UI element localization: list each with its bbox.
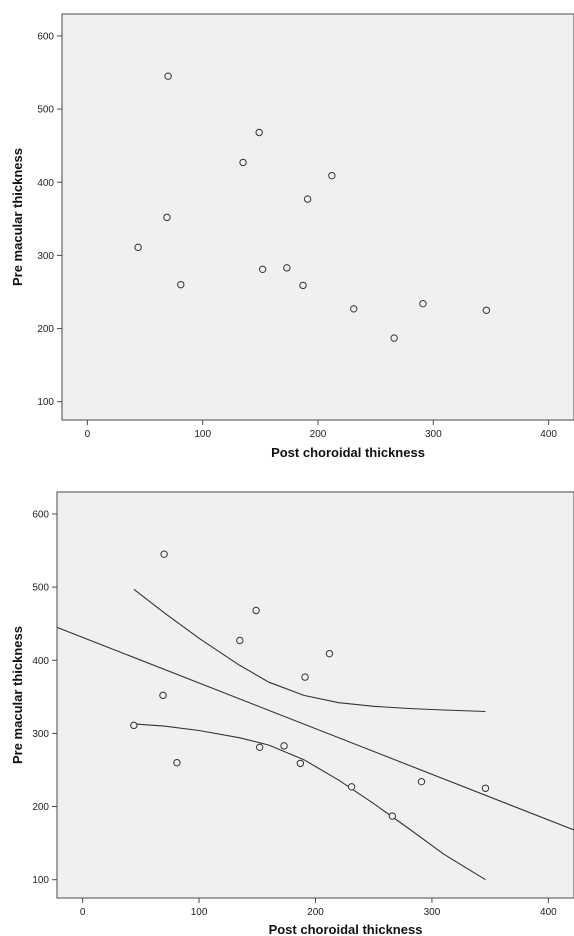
data-point xyxy=(283,264,291,272)
data-point xyxy=(325,649,334,658)
y-tick-label: 600 xyxy=(32,509,49,520)
data-point xyxy=(419,299,427,308)
data-point xyxy=(160,550,168,558)
y-tick-label: 600 xyxy=(37,31,54,42)
x-tick-label: 0 xyxy=(80,907,86,918)
data-point xyxy=(159,691,167,700)
data-point xyxy=(130,721,138,730)
data-point xyxy=(280,742,288,750)
data-point xyxy=(258,265,267,274)
data-point xyxy=(350,305,358,313)
y-tick-label: 300 xyxy=(37,251,54,262)
x-axis-label: Post choroidal thickness xyxy=(269,922,423,936)
x-tick-label: 0 xyxy=(85,429,91,440)
y-tick-label: 200 xyxy=(32,802,49,813)
x-tick-label: 300 xyxy=(425,429,442,440)
y-tick-label: 100 xyxy=(32,875,49,886)
x-tick-label: 200 xyxy=(310,429,327,440)
y-tick-label: 100 xyxy=(37,397,54,408)
data-point xyxy=(299,281,307,290)
data-point xyxy=(252,606,260,615)
data-point xyxy=(177,280,185,289)
x-tick-label: 400 xyxy=(540,907,557,918)
data-point xyxy=(347,783,356,791)
data-point xyxy=(296,759,305,768)
data-point xyxy=(239,158,247,167)
y-axis-label: Pre macular thickness xyxy=(10,148,25,286)
y-tick-label: 300 xyxy=(32,729,49,740)
data-point xyxy=(481,784,490,792)
data-point xyxy=(255,128,263,137)
x-tick-label: 400 xyxy=(540,429,557,440)
data-point xyxy=(482,306,491,314)
y-tick-label: 200 xyxy=(37,324,54,335)
data-point xyxy=(164,72,172,80)
y-tick-label: 500 xyxy=(32,583,49,594)
data-point xyxy=(173,758,181,767)
chart-2: 0 100 200 300 400 100 200 300 400 500 600 Post chor… xyxy=(10,491,574,936)
chart-1: 0 100 200 300 400 100 200 300 400 500 600 Post chor… xyxy=(10,13,574,460)
plot-area xyxy=(61,13,574,421)
y-tick-label: 400 xyxy=(32,656,49,667)
x-tick-label: 300 xyxy=(424,907,441,918)
y-tick-label: 400 xyxy=(37,178,54,189)
data-point xyxy=(303,195,312,203)
x-tick-label: 100 xyxy=(191,907,208,918)
x-tick-label: 100 xyxy=(194,429,211,440)
data-point xyxy=(390,334,398,342)
data-point xyxy=(301,673,309,681)
data-point xyxy=(163,213,171,222)
y-axis-label: Pre macular thickness xyxy=(10,626,25,764)
y-tick-label: 500 xyxy=(37,105,54,116)
data-point xyxy=(255,743,264,752)
data-point xyxy=(236,636,244,645)
data-point xyxy=(328,171,336,180)
x-tick-label: 200 xyxy=(307,907,324,918)
data-point xyxy=(134,243,142,252)
confidence-band-upper xyxy=(133,588,486,713)
data-point xyxy=(388,812,397,820)
data-point xyxy=(417,777,426,786)
regression-line xyxy=(56,626,574,831)
x-axis-label: Post choroidal thickness xyxy=(271,445,425,460)
confidence-band-lower xyxy=(133,723,486,881)
plot-area xyxy=(56,491,574,899)
